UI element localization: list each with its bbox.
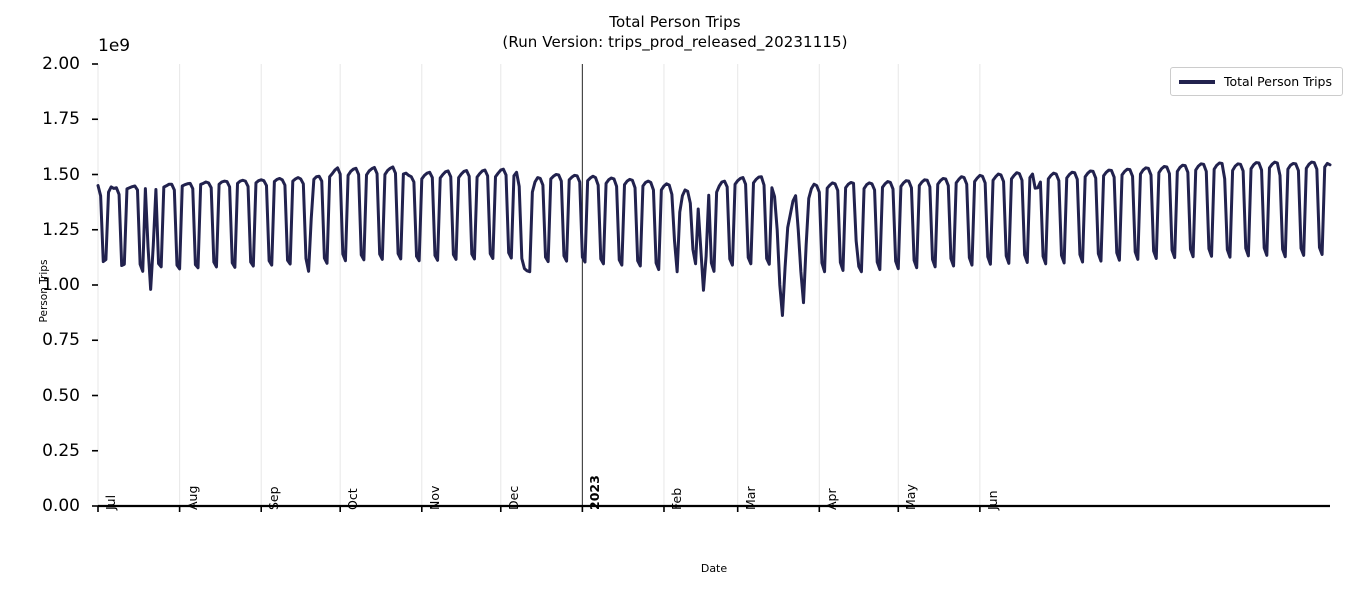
x-tick-label-year: 2023 bbox=[587, 475, 603, 510]
y-tick-label: 0.50 bbox=[42, 385, 80, 406]
y-tick-label: 1.00 bbox=[42, 275, 80, 295]
y-tick-label: 0.25 bbox=[42, 440, 80, 461]
x-tick-label-month: Nov bbox=[426, 485, 442, 510]
gridlines bbox=[97, 64, 981, 506]
x-tick-label-month: Aug bbox=[184, 485, 200, 510]
series-line-total-person-trips bbox=[96, 160, 1332, 317]
x-tick-label-month: Feb bbox=[668, 487, 684, 510]
x-tick-label-month: Mar bbox=[742, 486, 758, 510]
legend-label-total-person-trips: Total Person Trips bbox=[1224, 74, 1333, 89]
chart-canvas bbox=[92, 63, 1332, 512]
y-tick-label: 1.75 bbox=[42, 109, 80, 130]
chart-title: Total Person Trips bbox=[609, 13, 741, 31]
x-axis-title: Date bbox=[700, 562, 728, 575]
y-tick-label: 0.00 bbox=[42, 496, 80, 516]
y-axis-offset-label: 1e9 bbox=[98, 36, 131, 56]
legend-color-swatch-total-person-trips bbox=[1179, 79, 1215, 84]
y-axis-tick-labels: 0.00 0.25 0.50 0.75 1.00 1.25 1.50 1.75 2.00 bbox=[0, 54, 80, 516]
y-tick-label: 1.25 bbox=[42, 219, 80, 240]
x-tick-label-month: Oct bbox=[345, 488, 361, 510]
y-tick-marks bbox=[92, 63, 98, 507]
y-tick-label: 1.50 bbox=[42, 164, 80, 185]
y-axis-title: Person Trips bbox=[38, 259, 50, 323]
x-tick-label-month: Sep bbox=[266, 486, 282, 510]
x-axis-tick-labels: Jul Aug Sep Oct Nov Dec 2023 Feb Mar Apr May Jun bbox=[98, 475, 1330, 570]
y-tick-label: 2.00 bbox=[42, 54, 80, 74]
chart-legend[interactable]: Total Person Trips bbox=[1170, 67, 1344, 96]
x-tick-label-month: Dec bbox=[505, 485, 521, 510]
x-tick-label-month: Apr bbox=[824, 488, 840, 510]
x-tick-label-month: Jun bbox=[984, 490, 1000, 510]
chart-subtitle: (Run Version: trips_prod_released_202311… bbox=[502, 33, 848, 52]
x-tick-label-month: May bbox=[903, 484, 919, 510]
chart-title-block: Total Person Trips (Run Version: trips_p… bbox=[0, 12, 1350, 53]
y-tick-label: 0.75 bbox=[42, 330, 80, 351]
plot-area bbox=[92, 63, 1332, 512]
x-tick-label-month: Jul bbox=[103, 494, 118, 510]
